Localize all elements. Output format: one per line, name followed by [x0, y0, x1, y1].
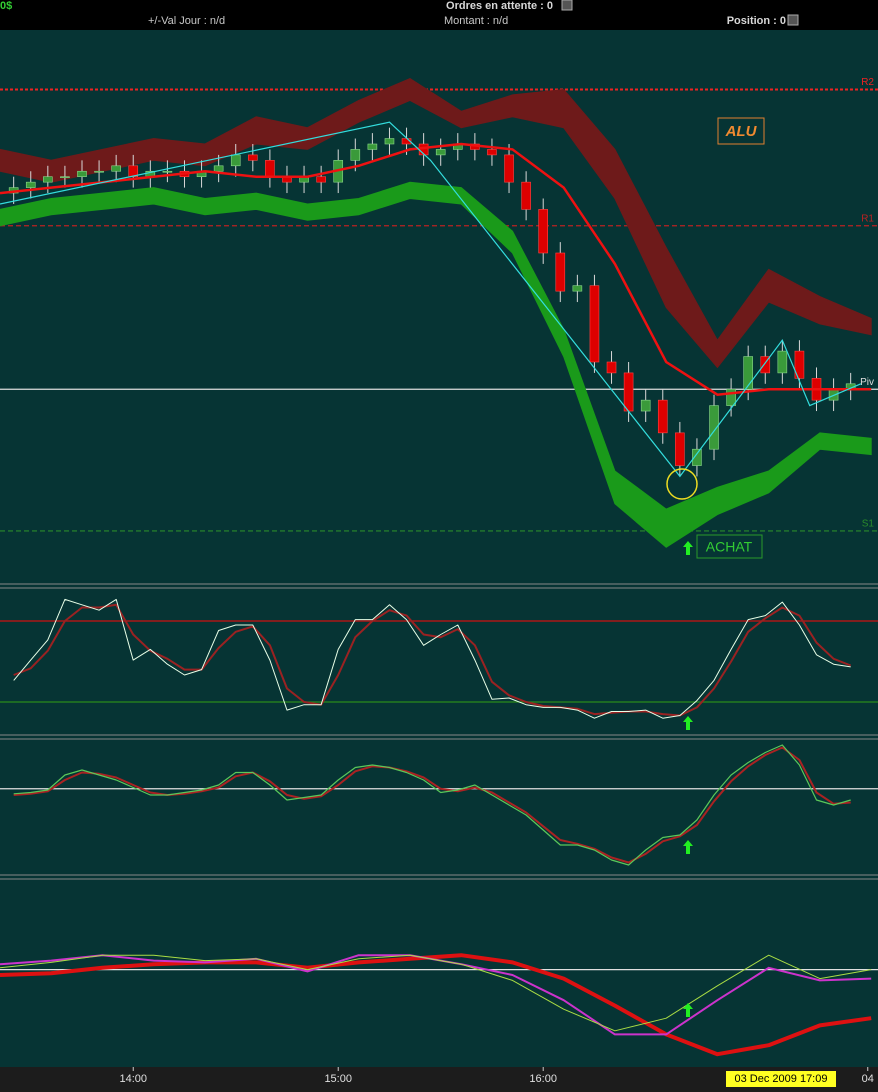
close-icon[interactable] — [787, 14, 799, 26]
candle-body — [265, 160, 275, 178]
level-label: Piv — [860, 377, 874, 388]
cursor-box — [726, 1071, 836, 1087]
series-line — [0, 953, 872, 1057]
candle-body — [94, 170, 104, 173]
alu-box — [717, 117, 765, 145]
achat-box — [696, 534, 763, 559]
candle-body — [692, 448, 702, 466]
close-icon[interactable] — [561, 0, 573, 11]
x-tick-label: 15:00 — [324, 1073, 352, 1085]
candle-body — [435, 149, 446, 156]
candle-body — [487, 149, 497, 156]
candle-body — [589, 285, 600, 363]
candle-body — [777, 350, 788, 374]
candle-body — [367, 143, 378, 150]
candle-body — [77, 170, 87, 177]
buy-arrows — [683, 541, 693, 1017]
x-tick-label: 16:00 — [529, 1073, 557, 1085]
candle-body — [572, 285, 583, 292]
series-line — [13, 744, 851, 866]
candle-body — [794, 350, 805, 379]
pending-orders: Ordres en attente : 0 — [446, 0, 553, 12]
candle-body — [128, 165, 139, 178]
candle-body — [606, 361, 617, 374]
balance: 0$ — [0, 0, 12, 12]
candle-body — [60, 176, 70, 178]
amount: Montant : n/d — [444, 15, 508, 27]
level-label: R1 — [861, 213, 874, 224]
level-label: S1 — [862, 519, 875, 530]
candle-body — [384, 138, 395, 145]
band — [0, 181, 872, 548]
candle-body — [230, 154, 241, 167]
position: Position : 0 — [727, 15, 786, 27]
plots: 14:00 15:00 16:00 04 R2 R1 Piv S1 — [0, 77, 878, 1085]
candle-body — [538, 209, 548, 254]
candle-body — [709, 405, 719, 450]
series-line — [13, 746, 851, 864]
header-bar — [0, 0, 878, 30]
panel-separators — [0, 583, 878, 880]
candle-body — [316, 176, 326, 183]
signal-circle — [666, 468, 698, 500]
candle-body — [623, 372, 634, 412]
series-line — [0, 954, 872, 1032]
candle-body — [640, 399, 651, 412]
candle-body — [657, 399, 668, 434]
candle-body — [350, 149, 361, 161]
candle-body — [743, 356, 753, 390]
level-label: R2 — [861, 77, 874, 88]
x-tick-label: 04 — [862, 1073, 874, 1085]
candle-body — [760, 356, 771, 374]
series-line — [13, 598, 851, 719]
moving-average — [0, 142, 872, 396]
candle-body — [162, 170, 173, 173]
candle-body — [555, 252, 566, 292]
cursor-label: 03 Dec 2009 17:09 — [735, 1073, 828, 1085]
x-tick-label: 14:00 — [119, 1073, 147, 1085]
annotation: ALU — [725, 123, 758, 140]
annotation: ACHAT — [706, 539, 753, 555]
candle-body — [675, 432, 685, 466]
candle-body — [25, 181, 36, 188]
zigzag — [0, 121, 862, 478]
candle-body — [726, 388, 736, 406]
candle-body — [521, 181, 531, 210]
candle-body — [213, 165, 224, 172]
day-value: +/-Val Jour : n/d — [148, 15, 225, 27]
candle-body — [43, 176, 53, 183]
candle-body — [504, 154, 514, 183]
candle-body — [111, 165, 121, 172]
candle-body — [248, 154, 258, 161]
band — [0, 78, 872, 369]
